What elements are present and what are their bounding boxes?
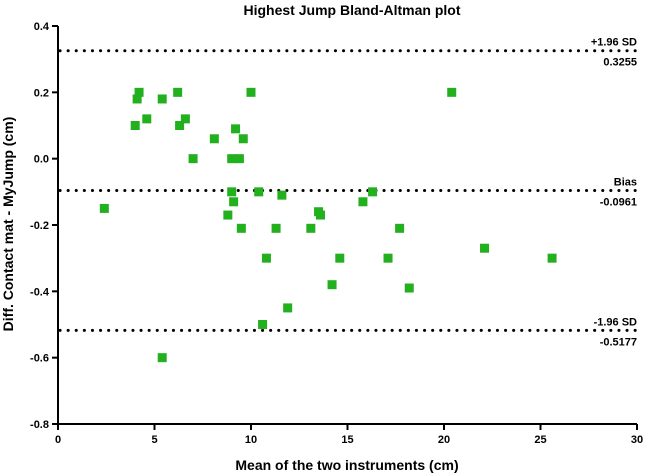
y-axis-label: Diff. Contact mat - MyJump (cm) [0,117,16,332]
data-point [142,114,152,124]
x-tick-label: 5 [151,434,157,446]
x-tick-label: 10 [245,434,257,446]
y-tick-label: 0.2 [34,87,49,99]
data-point [277,190,287,200]
data-points [99,87,557,363]
x-tick-label: 20 [438,434,450,446]
x-axis-ticks: 0 5 10 15 20 25 30 [55,424,643,446]
reference-line-value: -0.5177 [600,336,637,348]
y-tick-label: -0.4 [30,286,50,298]
data-point [227,187,237,197]
reference-lines: +1.96 SD 0.3255 Bias -0.0961 -1.96 SD -0.5177 [58,37,639,348]
data-point [306,223,316,233]
data-point [283,303,293,313]
y-tick-label: 0.0 [34,154,49,166]
x-axis-label: Mean of the two instruments (cm) [235,457,458,473]
y-tick-label: -0.2 [30,220,49,232]
data-point [368,187,378,197]
data-point [315,210,325,220]
y-tick-label: -0.8 [30,419,49,431]
data-point [134,87,144,97]
data-point [234,154,244,164]
data-point [227,154,237,164]
data-point [447,87,457,97]
data-point [246,87,256,97]
data-point [327,280,337,290]
data-point [254,187,264,197]
data-point [480,243,490,253]
x-tick-label: 15 [341,434,353,446]
data-point [271,223,281,233]
data-point [358,197,368,207]
reference-line-label: -1.96 SD [594,316,637,328]
data-point [175,121,185,130]
reference-line-label: +1.96 SD [591,37,637,49]
data-point [238,134,248,144]
data-point [383,253,393,263]
data-point [395,223,405,233]
data-point [261,253,271,263]
data-point [99,203,109,213]
data-point [157,353,167,363]
data-point [157,94,167,104]
data-point [180,114,190,124]
data-point [132,94,142,104]
y-axis-ticks: -0.8 -0.6 -0.4 -0.2 0.0 0.2 0.4 [30,21,58,431]
x-tick-label: 25 [534,434,546,446]
reference-line-label: Bias [614,177,637,189]
x-tick-label: 0 [55,434,61,446]
data-point [229,197,239,207]
data-point [209,134,219,144]
reference-line-value: -0.0961 [600,197,637,209]
reference-line-value: 0.3255 [603,57,637,69]
data-point [404,283,414,293]
chart-title: Highest Jump Bland-Altman plot [244,2,461,18]
data-point [231,124,241,134]
data-point [547,253,557,263]
data-point [258,320,268,329]
data-point [173,87,183,97]
x-tick-label: 30 [631,434,643,446]
data-point [236,223,246,233]
data-point [188,154,198,164]
y-tick-label: -0.6 [30,353,49,365]
y-tick-label: 0.4 [34,21,50,33]
data-point [130,121,140,130]
data-point [223,210,233,220]
data-point [335,253,345,263]
